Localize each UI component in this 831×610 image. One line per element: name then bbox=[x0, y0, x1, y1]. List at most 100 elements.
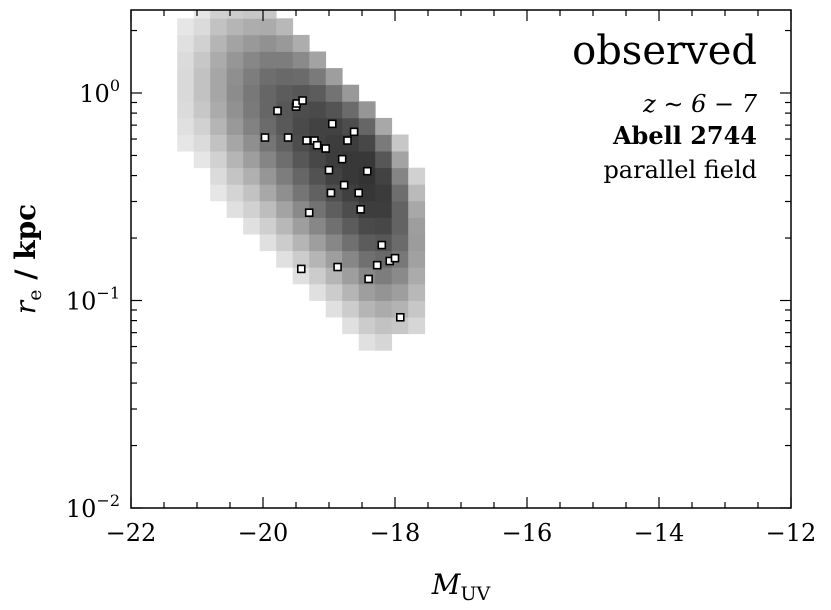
heatmap-bin bbox=[226, 184, 244, 202]
heatmap-bin bbox=[226, 68, 244, 86]
data-point bbox=[354, 188, 364, 198]
heatmap-bin bbox=[325, 101, 343, 119]
heatmap-bin bbox=[292, 117, 310, 135]
heatmap-bin bbox=[342, 317, 360, 335]
heatmap-bin bbox=[292, 250, 310, 268]
heatmap-bin bbox=[177, 101, 195, 119]
heatmap-bin bbox=[309, 283, 327, 301]
heatmap-bin bbox=[226, 10, 244, 19]
heatmap-bin bbox=[243, 84, 261, 102]
model-density-heatmap bbox=[177, 10, 426, 351]
heatmap-bin bbox=[177, 51, 195, 69]
observed-data-points bbox=[260, 96, 405, 322]
heatmap-bin bbox=[375, 167, 393, 185]
data-point bbox=[372, 260, 382, 270]
heatmap-bin bbox=[309, 267, 327, 285]
heatmap-bin bbox=[259, 84, 277, 102]
heatmap-bin bbox=[177, 134, 195, 152]
heatmap-bin bbox=[358, 333, 376, 351]
heatmap-bin bbox=[276, 217, 294, 235]
heatmap-bin bbox=[375, 117, 393, 135]
heatmap-bin bbox=[391, 151, 409, 169]
heatmap-bin bbox=[210, 134, 228, 152]
heatmap-bin bbox=[342, 267, 360, 285]
heatmap-bin bbox=[325, 68, 343, 86]
heatmap-bin bbox=[375, 333, 393, 351]
heatmap-bin bbox=[193, 51, 211, 69]
heatmap-bin bbox=[210, 117, 228, 135]
data-point bbox=[377, 240, 387, 250]
heatmap-bin bbox=[177, 68, 195, 86]
heatmap-bin bbox=[309, 51, 327, 69]
data-point bbox=[349, 127, 359, 137]
heatmap-bin bbox=[259, 151, 277, 169]
heatmap-bin bbox=[226, 101, 244, 119]
heatmap-bin bbox=[210, 18, 228, 36]
heatmap-bin bbox=[408, 267, 426, 285]
data-point bbox=[283, 133, 293, 142]
heatmap-bin bbox=[325, 84, 343, 102]
heatmap-bin bbox=[259, 101, 277, 119]
heatmap-bin bbox=[391, 167, 409, 185]
heatmap-bin bbox=[292, 234, 310, 252]
heatmap-bin bbox=[375, 317, 393, 335]
heatmap-bin bbox=[309, 117, 327, 135]
heatmap-bin bbox=[309, 234, 327, 252]
heatmap-bin bbox=[309, 184, 327, 202]
data-point bbox=[312, 140, 322, 150]
heatmap-bin bbox=[193, 34, 211, 52]
heatmap-bin bbox=[226, 134, 244, 152]
heatmap-bin bbox=[276, 250, 294, 268]
heatmap-bin bbox=[342, 84, 360, 102]
data-point bbox=[321, 144, 331, 153]
heatmap-bin bbox=[210, 51, 228, 69]
heatmap-bin bbox=[276, 117, 294, 135]
heatmap-bin bbox=[309, 151, 327, 169]
heatmap-bin bbox=[391, 234, 409, 252]
data-point bbox=[326, 188, 336, 198]
heatmap-bin bbox=[391, 283, 409, 301]
data-point bbox=[260, 133, 270, 142]
heatmap-bin bbox=[210, 68, 228, 86]
heatmap-bin bbox=[408, 184, 426, 202]
heatmap-bin bbox=[276, 184, 294, 202]
heatmap-bin bbox=[226, 167, 244, 185]
heatmap-bin bbox=[243, 101, 261, 119]
heatmap-bin bbox=[177, 34, 195, 52]
data-point bbox=[337, 154, 347, 164]
heatmap-bin bbox=[408, 300, 426, 318]
heatmap-bin bbox=[193, 117, 211, 135]
heatmap-bin bbox=[276, 234, 294, 252]
heatmap-bin bbox=[358, 283, 376, 301]
y-tick-label: 100 bbox=[79, 76, 120, 108]
heatmap-bin bbox=[276, 34, 294, 52]
heatmap-bin bbox=[226, 34, 244, 52]
heatmap-bin bbox=[408, 217, 426, 235]
heatmap-bin bbox=[309, 101, 327, 119]
x-tick-label: −22 bbox=[106, 519, 157, 547]
heatmap-bin bbox=[358, 250, 376, 268]
heatmap-bin bbox=[193, 10, 211, 19]
heatmap-bin bbox=[259, 234, 277, 252]
heatmap-bin bbox=[342, 250, 360, 268]
heatmap-bin bbox=[243, 51, 261, 69]
heatmap-bin bbox=[259, 217, 277, 235]
heatmap-bin bbox=[193, 151, 211, 169]
heatmap-bin bbox=[342, 283, 360, 301]
heatmap-bin bbox=[276, 151, 294, 169]
tick-labels: −22 −20 −18 −16 −14 −12 10−2 10−1 100 bbox=[66, 76, 816, 547]
heatmap-bin bbox=[358, 217, 376, 235]
data-point bbox=[333, 262, 342, 272]
plot-frame bbox=[130, 9, 792, 509]
data-point bbox=[273, 106, 282, 116]
heatmap-bin bbox=[243, 200, 261, 218]
x-tick-label: −14 bbox=[634, 519, 685, 547]
heatmap-bin bbox=[375, 217, 393, 235]
heatmap-bin bbox=[292, 217, 310, 235]
x-tick-label: −20 bbox=[238, 519, 289, 547]
heatmap-bin bbox=[375, 283, 393, 301]
x-axis-label: MUV bbox=[431, 568, 491, 605]
heatmap-bin bbox=[325, 234, 343, 252]
heatmap-bin bbox=[259, 34, 277, 52]
